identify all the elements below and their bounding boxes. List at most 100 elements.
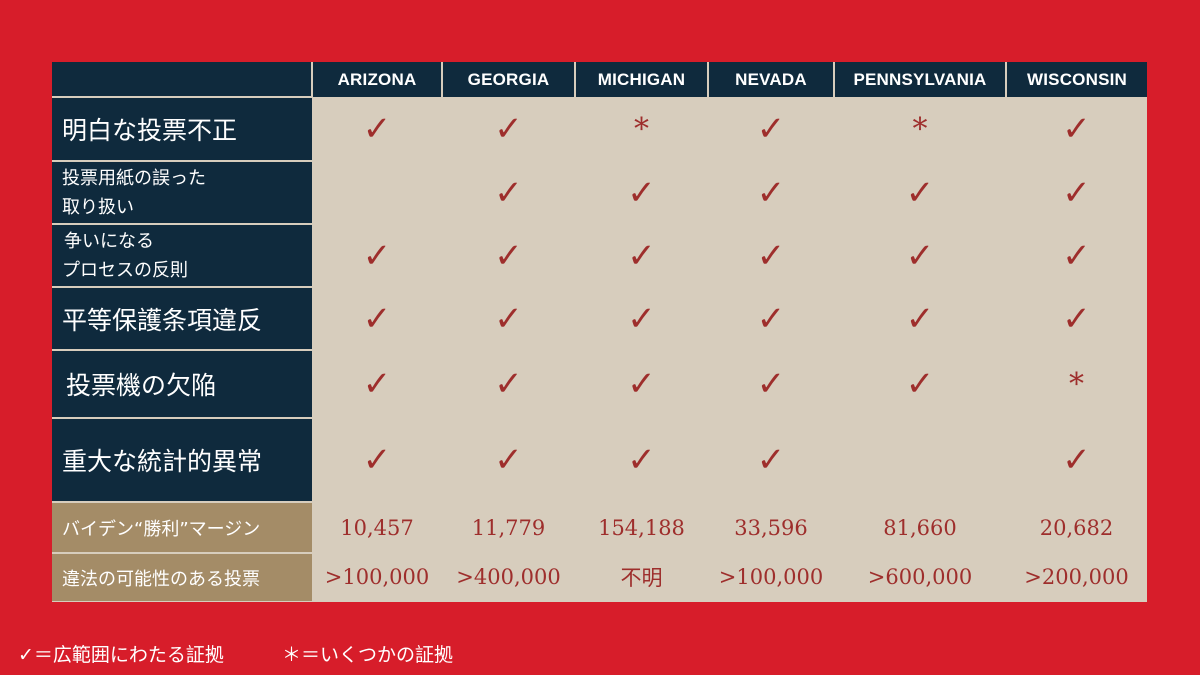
check-icon: ✓: [494, 364, 523, 404]
illegal-votes-label: 違法の可能性のある投票: [52, 552, 312, 601]
legend: ✓＝広範囲にわたる証拠 ＊＝いくつかの証拠: [18, 640, 453, 667]
mark-cell: ✓: [708, 97, 834, 161]
row-label: 重大な統計的異常: [52, 417, 312, 502]
mark-cell: ✓: [312, 350, 442, 418]
comparison-board: ARIZONA GEORGIA MICHIGAN NEVADA PENNSYLV…: [52, 62, 1147, 602]
table-row: 投票機の欠陥 ✓ ✓ ✓ ✓ ✓ *: [52, 349, 1147, 418]
margin-value: 81,660: [883, 515, 957, 540]
mark-cell: ✓: [1006, 161, 1147, 224]
column-header: MICHIGAN: [574, 62, 708, 97]
mark-cell: ✓: [708, 161, 834, 224]
table-row: 投票用紙の誤った 取り扱い ✓ ✓ ✓ ✓ ✓: [52, 160, 1147, 224]
check-icon: ✓: [756, 235, 786, 276]
row-label-text: 重大な統計的異常: [62, 447, 263, 476]
row-label-text: 明白な投票不正: [62, 116, 238, 145]
check-icon: ✓: [905, 298, 935, 339]
mark-cell: ✓: [312, 287, 442, 350]
check-icon: ✓: [905, 235, 935, 276]
table-row: 平等保護条項違反 ✓ ✓ ✓ ✓ ✓ ✓: [52, 286, 1147, 350]
legend-star: ＊＝いくつかの証拠: [281, 644, 453, 666]
check-icon: ✓: [362, 298, 392, 339]
illegal-votes-value: >100,000: [718, 565, 824, 589]
check-icon: ✓: [756, 364, 786, 404]
check-icon: ✓: [1062, 109, 1091, 149]
margin-row-label: バイデン“勝利”マージン: [52, 501, 312, 553]
illegal-votes-value: >600,000: [867, 565, 973, 589]
legend-check: ✓＝広範囲にわたる証拠: [18, 644, 224, 666]
illegal-votes-value: 不明: [620, 566, 663, 590]
table-row: 明白な投票不正 ✓ ✓ * ✓ * ✓: [52, 96, 1147, 161]
margin-value: 11,779: [471, 515, 546, 540]
check-icon: ✓: [494, 235, 523, 276]
check-icon: ✓: [627, 172, 656, 213]
table-row: 争いになる プロセスの反則 ✓ ✓ ✓ ✓ ✓ ✓: [52, 223, 1147, 287]
column-header: PENNSYLVANIA: [833, 62, 1006, 97]
illegal-votes-value: >400,000: [456, 565, 561, 589]
mark-cell: ✓: [834, 224, 1006, 287]
mark-cell: *: [1006, 350, 1147, 418]
check-icon: ✓: [627, 364, 656, 404]
column-header: GEORGIA: [441, 62, 575, 97]
check-icon: ✓: [627, 298, 656, 339]
column-header: NEVADA: [707, 62, 834, 97]
illegal-votes-value: >200,000: [1024, 565, 1129, 589]
mark-cell: [312, 161, 442, 224]
table-row: 重大な統計的異常 ✓ ✓ ✓ ✓ ✓: [52, 417, 1147, 502]
row-label-line2: 取り扱い: [62, 196, 134, 218]
mark-cell: ✓: [575, 161, 708, 224]
mark-cell: ✓: [1006, 97, 1147, 161]
check-icon: ✓: [494, 109, 523, 149]
row-label: 投票用紙の誤った 取り扱い: [52, 160, 312, 224]
check-icon: ✓: [1062, 440, 1091, 480]
check-icon: ✓: [362, 364, 392, 404]
margin-value: 20,682: [1039, 515, 1114, 540]
check-icon: ✓: [627, 235, 656, 276]
mark-cell: *: [834, 97, 1006, 161]
mark-cell: ✓: [575, 287, 708, 350]
check-icon: ✓: [1062, 235, 1091, 276]
row-label: 投票機の欠陥: [52, 349, 312, 418]
mark-cell: ✓: [312, 418, 442, 502]
comparison-table: ARIZONA GEORGIA MICHIGAN NEVADA PENNSYLV…: [52, 62, 1147, 601]
mark-cell: ✓: [708, 350, 834, 418]
mark-cell: ✓: [442, 161, 575, 224]
row-label: 争いになる プロセスの反則: [52, 223, 312, 287]
mark-cell: ✓: [1006, 224, 1147, 287]
column-header: WISCONSIN: [1005, 62, 1147, 97]
check-icon: ✓: [756, 298, 786, 339]
mark-cell: ✓: [708, 287, 834, 350]
check-icon: ✓: [1062, 172, 1091, 213]
mark-cell: ✓: [708, 418, 834, 502]
check-icon: ✓: [494, 172, 523, 213]
asterisk-icon: *: [912, 111, 928, 147]
mark-cell: ✓: [442, 350, 575, 418]
mark-cell: ✓: [442, 287, 575, 350]
row-label-text: 投票機の欠陥: [66, 371, 217, 400]
row-label-text: 平等保護条項違反: [62, 305, 263, 335]
row-label-line1: 投票用紙の誤った: [62, 167, 206, 189]
header-row: ARIZONA GEORGIA MICHIGAN NEVADA PENNSYLV…: [52, 62, 1147, 97]
mark-cell: ✓: [575, 224, 708, 287]
mark-cell: [834, 418, 1006, 502]
margin-row: バイデン“勝利”マージン 10,457 11,779 154,188 33,59…: [52, 501, 1147, 553]
row-label: 明白な投票不正: [52, 96, 312, 161]
row-label-line2: プロセスの反則: [62, 259, 188, 281]
check-icon: ✓: [1062, 298, 1091, 339]
row-label-line1: 争いになる: [64, 230, 154, 252]
margin-value: 154,188: [598, 515, 685, 540]
check-icon: ✓: [362, 440, 392, 480]
mark-cell: ✓: [834, 161, 1006, 224]
column-header: ARIZONA: [311, 62, 442, 97]
check-icon: ✓: [627, 440, 656, 480]
illegal-votes-value: >100,000: [324, 565, 430, 589]
check-icon: ✓: [756, 440, 786, 480]
check-icon: ✓: [494, 440, 523, 480]
mark-cell: ✓: [708, 224, 834, 287]
margin-value: 10,457: [340, 515, 414, 540]
check-icon: ✓: [362, 235, 392, 276]
mark-cell: ✓: [312, 224, 442, 287]
mark-cell: ✓: [834, 350, 1006, 418]
mark-cell: ✓: [1006, 287, 1147, 350]
mark-cell: ✓: [1006, 418, 1147, 502]
asterisk-icon: *: [1069, 366, 1084, 402]
